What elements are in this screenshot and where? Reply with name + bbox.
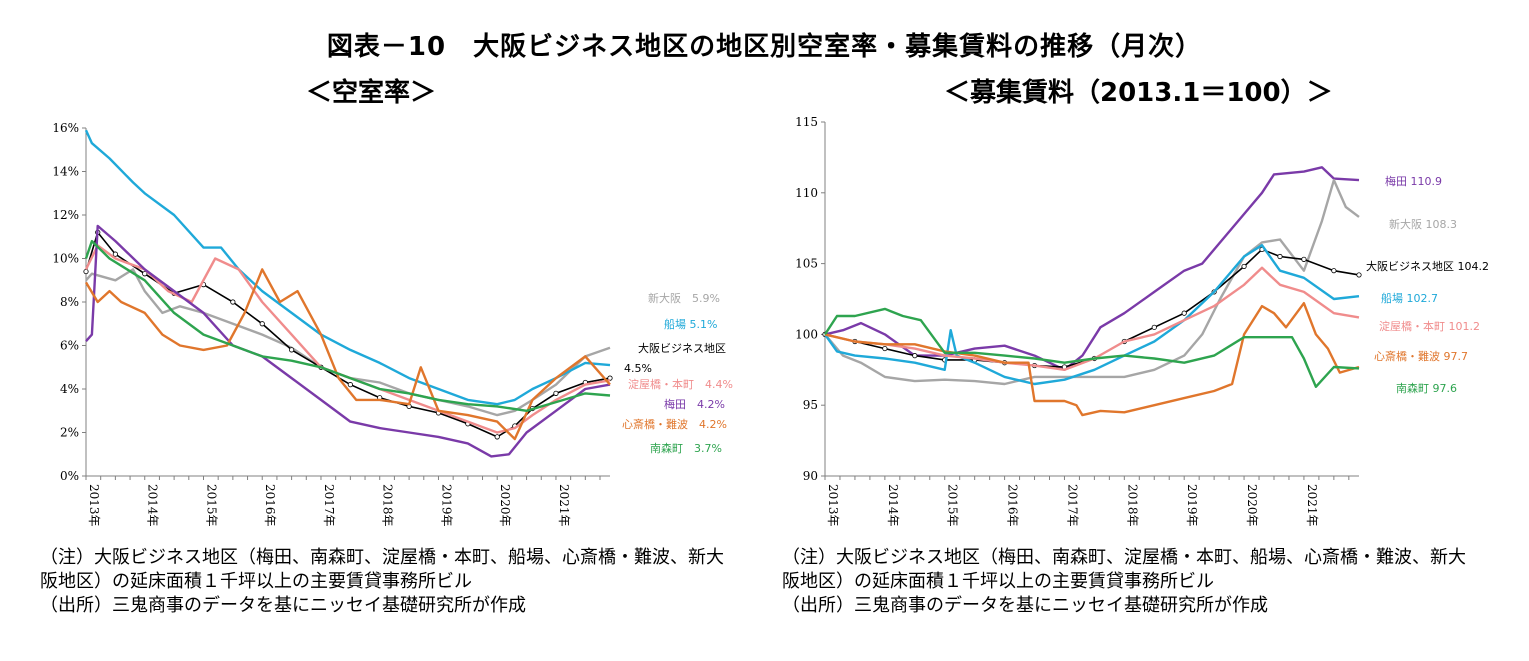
x-tick-label: 2013年 — [87, 484, 101, 527]
data-point — [142, 271, 148, 277]
x-tick-label: 2014年 — [146, 484, 160, 527]
series-label: 淀屋橋・本町 101.2 — [1379, 319, 1480, 333]
page-title: 図表－10 大阪ビジネス地区の地区別空室率・募集賃料の推移（月次） — [326, 32, 1203, 62]
data-point — [289, 347, 295, 353]
x-tick-label: 2016年 — [263, 484, 277, 527]
series-line-新大阪 — [824, 178, 1360, 386]
y-tick-label: 14% — [52, 165, 79, 179]
y-tick-label: 110 — [795, 186, 818, 200]
x-tick-label: 2020年 — [498, 484, 512, 527]
series-label: 4.5% — [624, 362, 652, 375]
series-label: 梅田 110.9 — [1385, 174, 1442, 188]
rent-chart-title: ＜募集賃料（2013.1＝100）＞ — [944, 78, 1333, 108]
data-point — [259, 321, 265, 327]
x-tick-label: 2016年 — [1006, 484, 1020, 527]
y-tick-label: 8% — [60, 295, 79, 309]
x-tick-label: 2018年 — [381, 484, 395, 527]
note-line: （出所）三鬼商事のデータを基にニッセイ基礎研究所が作成 — [40, 595, 526, 616]
data-point — [553, 390, 559, 396]
x-tick-label: 2020年 — [1245, 484, 1259, 527]
x-tick-label: 2021年 — [557, 484, 571, 527]
x-tick-label: 2021年 — [1305, 484, 1319, 527]
y-tick-label: 16% — [52, 121, 79, 135]
y-tick-label: 12% — [52, 208, 79, 222]
data-point — [1356, 272, 1362, 278]
series-label: 船場 5.1% — [664, 317, 717, 331]
data-point — [494, 434, 500, 440]
x-tick-label: 2015年 — [946, 484, 960, 527]
data-point — [1277, 253, 1283, 260]
x-tick-label: 2017年 — [322, 484, 336, 527]
series-line-船場 — [84, 129, 611, 406]
y-tick-label: 95 — [803, 398, 818, 412]
series-label: 梅田 4.2% — [664, 397, 725, 411]
x-tick-label: 2019年 — [1185, 484, 1199, 527]
y-tick-label: 100 — [795, 327, 818, 341]
series-label: 大阪ビジネス地区 — [638, 341, 726, 355]
note-line: （注）大阪ビジネス地区（梅田、南森町、淀屋橋・本町、船場、心斎橋・難波、新大 — [782, 547, 1466, 568]
series-line-新大阪 — [85, 268, 611, 417]
y-tick-label: 90 — [803, 469, 818, 483]
vacancy-chart-title: ＜空室率＞ — [306, 78, 437, 108]
rent-chart-note: （注）大阪ビジネス地区（梅田、南森町、淀屋橋・本町、船場、心斎橋・難波、新大 阪… — [782, 546, 1502, 618]
data-point — [230, 299, 236, 305]
x-tick-label: 2013年 — [826, 484, 840, 527]
series-label: 心斎橋・難波 97.7 — [1374, 349, 1468, 363]
data-point — [1181, 310, 1187, 316]
note-line: 阪地区）の延床面積１千坪以上の主要賃貸事務所ビル — [40, 571, 472, 592]
series-label: 南森町 97.6 — [1396, 381, 1457, 395]
x-tick-label: 2014年 — [886, 484, 900, 527]
data-point — [112, 251, 118, 257]
y-tick-label: 115 — [795, 115, 818, 129]
series-line-梅田 — [824, 166, 1360, 371]
data-point — [1151, 324, 1157, 330]
data-point — [1301, 256, 1307, 262]
series-line-梅田 — [85, 224, 611, 458]
series-label: 新大阪 108.3 — [1389, 217, 1457, 231]
x-tick-label: 2019年 — [439, 484, 453, 527]
series-label: 心斎橋・難波 4.2% — [622, 417, 727, 431]
y-tick-label: 6% — [60, 339, 79, 353]
series-label: 大阪ビジネス地区 104.2 — [1366, 259, 1489, 273]
note-line: （注）大阪ビジネス地区（梅田、南森町、淀屋橋・本町、船場、心斎橋・難波、新大 — [40, 547, 724, 568]
series-line-南森町 — [823, 307, 1360, 388]
series-line-心斎橋・難波 — [84, 268, 611, 441]
y-tick-label: 105 — [795, 257, 818, 271]
data-point — [1331, 268, 1337, 274]
y-tick-label: 4% — [60, 382, 79, 396]
data-point — [882, 345, 888, 352]
vacancy-chart-note: （注）大阪ビジネス地区（梅田、南森町、淀屋橋・本町、船場、心斎橋・難波、新大 阪… — [40, 546, 760, 618]
y-tick-label: 0% — [60, 469, 79, 483]
x-tick-label: 2017年 — [1065, 484, 1079, 527]
series-line-淀屋橋・本町 — [824, 266, 1360, 371]
series-label: 淀屋橋・本町 4.4% — [628, 377, 733, 391]
vacancy-rate-chart: 0% 2% 4% 6% 8% 10% 12% 14% 16% 2013年 2014年 2015年 201… — [52, 121, 733, 527]
series-line-船場 — [824, 243, 1360, 386]
note-line: 阪地区）の延床面積１千坪以上の主要賃貸事務所ビル — [782, 571, 1214, 592]
series-label: 南森町 3.7% — [650, 441, 722, 455]
data-point — [83, 268, 89, 275]
data-point — [912, 353, 918, 359]
data-point — [1241, 263, 1247, 270]
x-tick-label: 2018年 — [1125, 484, 1139, 527]
x-tick-label: 2015年 — [204, 484, 218, 527]
series-label: 船場 102.7 — [1381, 291, 1438, 305]
y-tick-label: 2% — [60, 426, 79, 440]
rent-index-chart: 90 95 100 105 110 115 2013年 2014年 2015年 2016年 2017… — [795, 115, 1489, 527]
series-line-南森町 — [84, 239, 611, 412]
note-line: （出所）三鬼商事のデータを基にニッセイ基礎研究所が作成 — [782, 595, 1268, 616]
series-label: 新大阪 5.9% — [648, 291, 720, 305]
data-point — [347, 382, 353, 388]
y-tick-label: 10% — [52, 252, 79, 266]
